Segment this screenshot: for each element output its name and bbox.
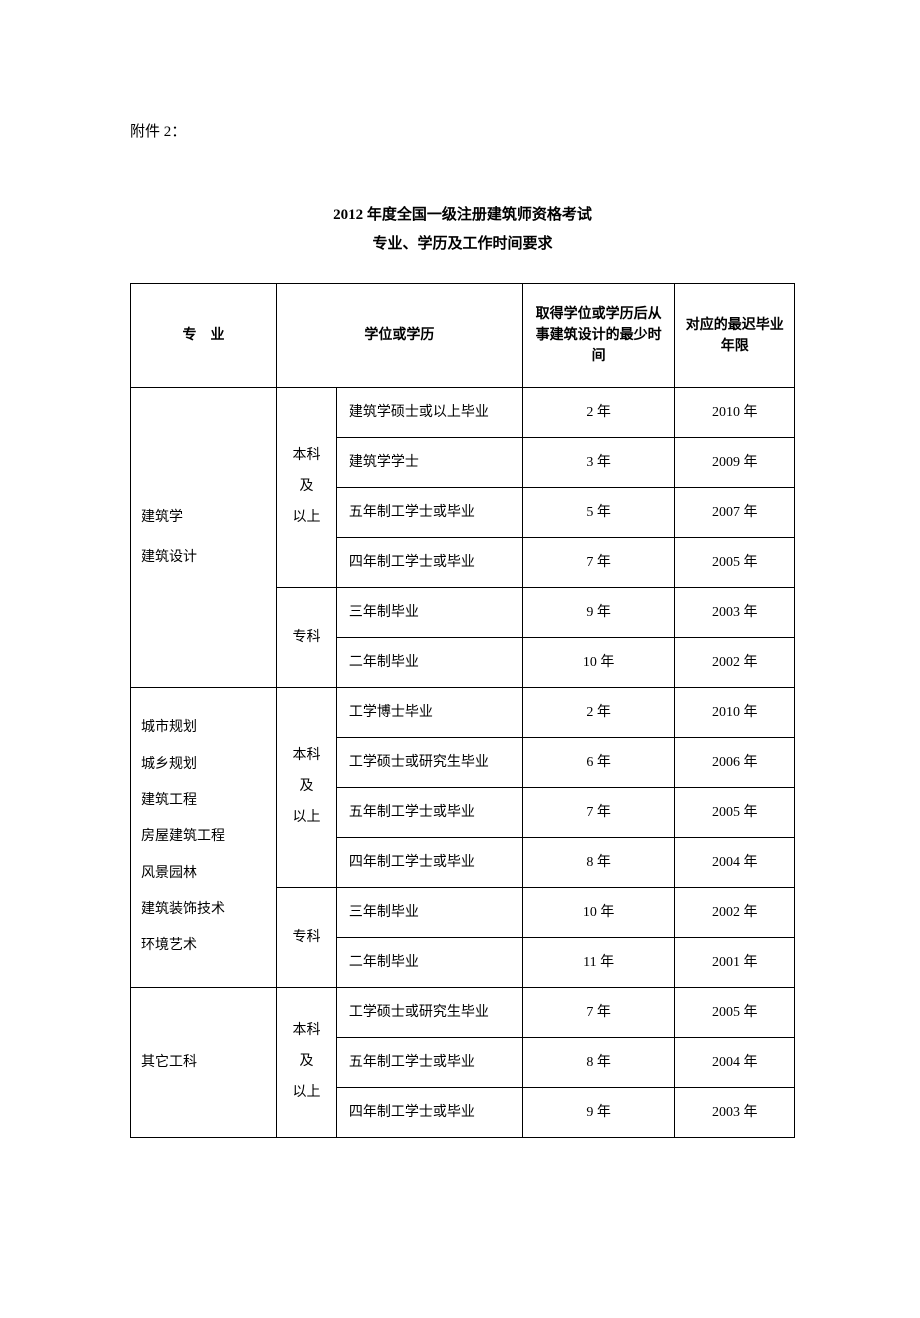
degree-level-text: 以上 (287, 803, 326, 834)
th-latest: 对应的最迟毕业年限 (675, 284, 795, 388)
major-text: 风景园林 (141, 856, 272, 892)
cell-years: 8 年 (522, 1038, 675, 1088)
cell-years: 7 年 (522, 538, 675, 588)
degree-level-text: 以上 (287, 1078, 326, 1109)
cell-degree-level: 本科 及 以上 (277, 688, 337, 888)
degree-level-text: 本科 (287, 441, 326, 472)
cell-desc: 三年制毕业 (336, 588, 522, 638)
cell-years: 10 年 (522, 638, 675, 688)
major-text: 其它工科 (141, 1043, 272, 1082)
cell-latest: 2004 年 (675, 1038, 795, 1088)
major-text: 城乡规划 (141, 747, 272, 783)
cell-years: 2 年 (522, 688, 675, 738)
cell-latest: 2005 年 (675, 788, 795, 838)
th-years: 取得学位或学历后从事建筑设计的最少时间 (522, 284, 675, 388)
degree-level-text: 本科 (287, 741, 326, 772)
cell-desc: 工学博士毕业 (336, 688, 522, 738)
major-text: 建筑装饰技术 (141, 892, 272, 928)
cell-major: 其它工科 (131, 988, 277, 1138)
cell-degree-level: 本科 及 以上 (277, 988, 337, 1138)
cell-latest: 2001 年 (675, 938, 795, 988)
cell-years: 11 年 (522, 938, 675, 988)
cell-latest: 2005 年 (675, 988, 795, 1038)
cell-degree-level: 专科 (277, 888, 337, 988)
cell-desc: 工学硕士或研究生毕业 (336, 738, 522, 788)
cell-latest: 2005 年 (675, 538, 795, 588)
cell-latest: 2002 年 (675, 888, 795, 938)
table-row: 建筑学 建筑设计 本科 及 以上 建筑学硕士或以上毕业 2 年 2010 年 (131, 388, 795, 438)
cell-years: 2 年 (522, 388, 675, 438)
cell-years: 10 年 (522, 888, 675, 938)
degree-level-text: 以上 (287, 503, 326, 534)
cell-desc: 工学硕士或研究生毕业 (336, 988, 522, 1038)
cell-degree-level: 本科 及 以上 (277, 388, 337, 588)
major-text: 建筑学 (141, 498, 272, 537)
cell-years: 7 年 (522, 988, 675, 1038)
requirements-table: 专 业 学位或学历 取得学位或学历后从事建筑设计的最少时间 对应的最迟毕业年限 … (130, 283, 795, 1138)
cell-latest: 2002 年 (675, 638, 795, 688)
title-block: 2012 年度全国一级注册建筑师资格考试 专业、学历及工作时间要求 (130, 201, 795, 258)
cell-latest: 2003 年 (675, 588, 795, 638)
cell-desc: 建筑学硕士或以上毕业 (336, 388, 522, 438)
cell-desc: 四年制工学士或毕业 (336, 538, 522, 588)
major-text: 环境艺术 (141, 928, 272, 964)
title-line-2: 专业、学历及工作时间要求 (130, 230, 795, 259)
th-major: 专 业 (131, 284, 277, 388)
cell-desc: 四年制工学士或毕业 (336, 1088, 522, 1138)
cell-latest: 2006 年 (675, 738, 795, 788)
table-row: 其它工科 本科 及 以上 工学硕士或研究生毕业 7 年 2005 年 (131, 988, 795, 1038)
cell-desc: 三年制毕业 (336, 888, 522, 938)
cell-latest: 2007 年 (675, 488, 795, 538)
cell-major: 建筑学 建筑设计 (131, 388, 277, 688)
cell-latest: 2004 年 (675, 838, 795, 888)
cell-desc: 四年制工学士或毕业 (336, 838, 522, 888)
cell-years: 6 年 (522, 738, 675, 788)
cell-years: 3 年 (522, 438, 675, 488)
cell-desc: 五年制工学士或毕业 (336, 488, 522, 538)
major-text: 建筑工程 (141, 783, 272, 819)
attachment-label: 附件 2： (130, 120, 795, 141)
cell-desc: 二年制毕业 (336, 938, 522, 988)
cell-years: 5 年 (522, 488, 675, 538)
major-text: 城市规划 (141, 710, 272, 746)
cell-desc: 二年制毕业 (336, 638, 522, 688)
major-text: 建筑设计 (141, 538, 272, 577)
th-degree: 学位或学历 (277, 284, 523, 388)
degree-level-text: 本科 (287, 1016, 326, 1047)
cell-major: 城市规划 城乡规划 建筑工程 房屋建筑工程 风景园林 建筑装饰技术 环境艺术 (131, 688, 277, 988)
cell-years: 9 年 (522, 588, 675, 638)
cell-latest: 2010 年 (675, 388, 795, 438)
cell-latest: 2009 年 (675, 438, 795, 488)
degree-level-text: 及 (287, 772, 326, 803)
cell-degree-level: 专科 (277, 588, 337, 688)
cell-years: 9 年 (522, 1088, 675, 1138)
table-header-row: 专 业 学位或学历 取得学位或学历后从事建筑设计的最少时间 对应的最迟毕业年限 (131, 284, 795, 388)
cell-latest: 2010 年 (675, 688, 795, 738)
table-row: 城市规划 城乡规划 建筑工程 房屋建筑工程 风景园林 建筑装饰技术 环境艺术 本… (131, 688, 795, 738)
degree-level-text: 及 (287, 1047, 326, 1078)
cell-years: 7 年 (522, 788, 675, 838)
cell-desc: 建筑学学士 (336, 438, 522, 488)
cell-latest: 2003 年 (675, 1088, 795, 1138)
cell-desc: 五年制工学士或毕业 (336, 1038, 522, 1088)
major-text: 房屋建筑工程 (141, 819, 272, 855)
degree-level-text: 及 (287, 472, 326, 503)
cell-desc: 五年制工学士或毕业 (336, 788, 522, 838)
cell-years: 8 年 (522, 838, 675, 888)
title-line-1: 2012 年度全国一级注册建筑师资格考试 (130, 201, 795, 230)
